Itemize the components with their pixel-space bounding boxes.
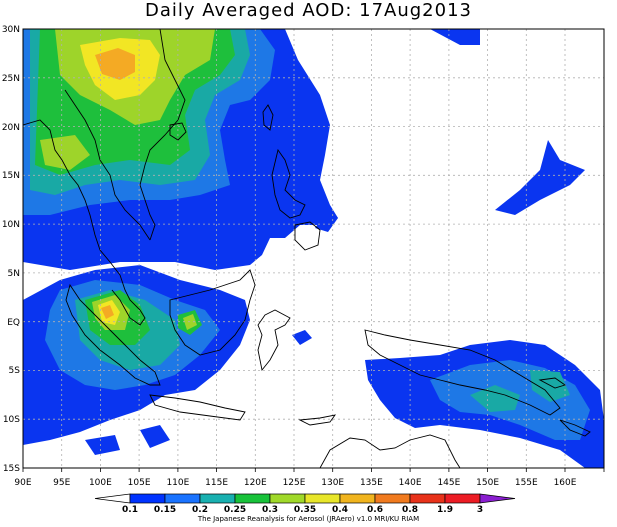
aod-06-sw: [101, 305, 114, 319]
coast-sumatra: [65, 283, 161, 386]
coast-java: [149, 394, 246, 421]
y-label: 25N: [2, 74, 20, 84]
plot-frame: [22, 28, 605, 469]
coast-philippines-luzon: [271, 148, 306, 219]
x-label: 90E: [14, 478, 31, 488]
colorbar-label: 0.15: [154, 505, 176, 515]
colorbar-label: 0.35: [294, 505, 316, 515]
colorbar-label: 0.8: [402, 505, 418, 515]
coast-hainan: [169, 122, 187, 141]
coast-malay-peninsula: [111, 274, 146, 326]
y-label: 20N: [2, 123, 20, 133]
colorbar-label: 3: [477, 505, 483, 515]
coast-australia-north: [319, 434, 461, 468]
aod-region-ne-patch: [430, 29, 480, 45]
y-label: 10S: [3, 415, 20, 425]
aod-025-se1: [470, 385, 520, 412]
ticks: [22, 468, 605, 472]
aod-field: [23, 29, 604, 468]
colorbar-labels: 0.1 0.15 0.2 0.25 0.3 0.35 0.4 0.6 0.8 1…: [122, 505, 483, 515]
y-axis-labels: 30N 25N 20N 15N 10N 5N EQ 5S 10S 15S: [2, 25, 20, 474]
x-label: 130E: [321, 478, 344, 488]
credit-line: The Japanese Reanalysis for Aerosol (JRA…: [197, 515, 420, 523]
colorbar-segment: [269, 493, 306, 504]
aod-streak-mid: [315, 208, 338, 232]
colorbar-segment: [234, 493, 271, 504]
aod-06-north: [95, 48, 135, 80]
x-label: 100E: [89, 478, 112, 488]
y-label: EQ: [7, 318, 20, 328]
aod-pacific-streak: [495, 140, 585, 215]
map-title: Daily Averaged AOD: 17Aug2013: [144, 0, 472, 21]
coast-new-britain: [538, 377, 567, 389]
x-label: 140E: [399, 478, 422, 488]
coast-solomon: [559, 419, 591, 437]
colorbar-segment: [199, 493, 236, 504]
x-label: 125E: [283, 478, 306, 488]
x-label: 105E: [128, 478, 151, 488]
colorbar-segment: [339, 493, 376, 504]
colorbar-segment: [129, 493, 166, 504]
coast-indochina: [64, 89, 151, 241]
aod-025-se2: [530, 370, 570, 402]
colorbar-segment: [374, 493, 411, 504]
colorbar: [94, 493, 516, 504]
x-label: 150E: [476, 478, 499, 488]
x-label: 110E: [166, 478, 189, 488]
x-axis-labels: 90E 95E 100E 105E 110E 115E 120E 125E 13…: [14, 478, 576, 488]
x-label: 160E: [554, 478, 577, 488]
x-label: 135E: [360, 478, 383, 488]
y-label: 5N: [8, 269, 20, 279]
x-label: 95E: [53, 478, 70, 488]
colorbar-label: 0.3: [262, 505, 278, 515]
colorbar-label: 1.9: [437, 505, 453, 515]
x-label: 115E: [205, 478, 228, 488]
coast-taiwan: [262, 104, 274, 131]
aod-patch-sw-small: [85, 435, 120, 455]
colorbar-segment: [164, 493, 201, 504]
coastlines: [23, 29, 591, 468]
x-label: 145E: [437, 478, 460, 488]
colorbar-label: 0.2: [192, 505, 208, 515]
coast-sulawesi: [257, 309, 291, 372]
colorbar-label: 0.4: [332, 505, 348, 515]
y-label: 15N: [2, 171, 20, 181]
y-label: 30N: [2, 25, 20, 35]
aod-patch-south: [140, 425, 170, 448]
y-label: 5S: [9, 366, 21, 376]
aod-small-blob: [292, 330, 312, 345]
colorbar-arrow-low: [94, 493, 131, 504]
coast-philippines-mindanao: [294, 221, 321, 251]
colorbar-segment: [304, 493, 341, 504]
y-label: 15S: [3, 464, 20, 474]
coast-timor: [298, 414, 337, 426]
x-label: 120E: [244, 478, 267, 488]
aod-035-west: [40, 135, 90, 170]
y-label: 10N: [2, 220, 20, 230]
x-label: 155E: [515, 478, 538, 488]
colorbar-label: 0.1: [122, 505, 138, 515]
coast-bay-bengal: [23, 119, 121, 276]
coast-new-guinea: [364, 329, 561, 416]
colorbar-label: 0.6: [367, 505, 383, 515]
coast-borneo: [169, 269, 256, 356]
colorbar-label: 0.25: [224, 505, 246, 515]
grid: [23, 29, 604, 468]
colorbar-arrow-high: [479, 493, 516, 504]
coast-china-south: [139, 29, 186, 241]
colorbar-segment: [444, 493, 481, 504]
colorbar-segment: [409, 493, 446, 504]
